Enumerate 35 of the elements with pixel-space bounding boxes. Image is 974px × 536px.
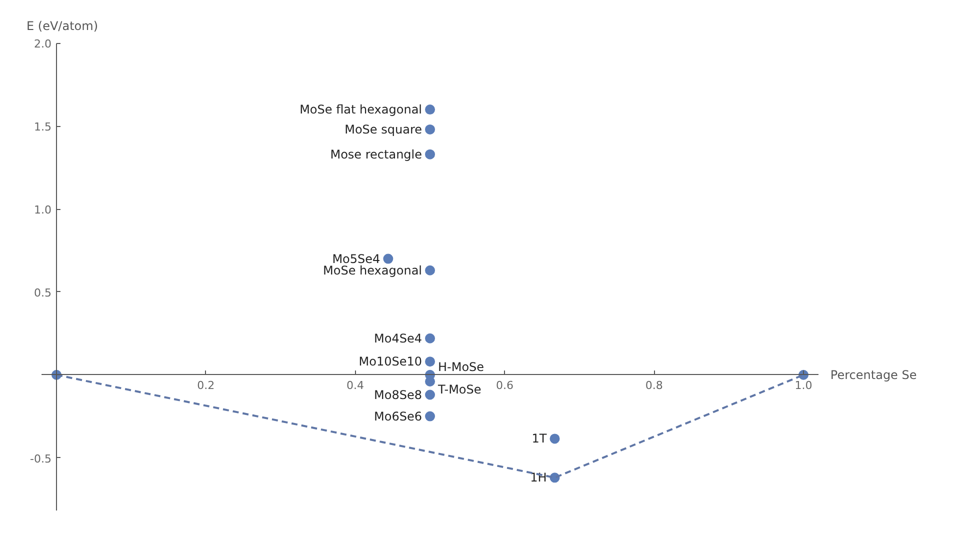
- point: [425, 124, 436, 134]
- annotation: Mo4Se4: [374, 331, 422, 346]
- annotation: MoSe square: [344, 122, 422, 136]
- x-axis-title: Percentage Se: [830, 368, 917, 382]
- annotation: 1T: [532, 432, 548, 446]
- y-axis-title: E (eV/atom): [26, 19, 98, 34]
- x-tick-label: 0.2: [197, 378, 215, 392]
- annotation: T-MoSe: [437, 382, 482, 396]
- point: [425, 333, 436, 344]
- annotation: Mo5Se4: [332, 252, 380, 266]
- x-tick-label: 0.6: [496, 378, 514, 392]
- point: [425, 411, 436, 422]
- y-tick-label: -0.5: [30, 452, 52, 466]
- annotation: MoSe hexagonal: [323, 263, 422, 278]
- point: [425, 390, 436, 400]
- annotation: MoSe flat hexagonal: [300, 102, 422, 117]
- annotation: Mo8Se8: [374, 388, 422, 402]
- point: [383, 254, 394, 264]
- y-tick-label: 1.5: [34, 120, 52, 134]
- x-tick-label: 1.0: [794, 378, 812, 392]
- y-tick-label: 1.0: [34, 204, 52, 217]
- point: [425, 356, 436, 367]
- y-tick-label: 0.5: [34, 286, 52, 300]
- annotation: Mo6Se6: [374, 409, 422, 424]
- point: [425, 104, 436, 115]
- point: [425, 265, 436, 276]
- x-tick-label: 0.4: [346, 378, 364, 392]
- x-tick-label: 0.8: [645, 378, 663, 392]
- point: [425, 376, 436, 386]
- point: [425, 149, 436, 160]
- annotation: H-MoSe: [438, 360, 484, 374]
- annotation: Mo10Se10: [358, 354, 422, 369]
- annotation: Mose rectangle: [330, 147, 422, 162]
- y-tick-label: 2.0: [34, 38, 52, 51]
- point: [550, 434, 560, 444]
